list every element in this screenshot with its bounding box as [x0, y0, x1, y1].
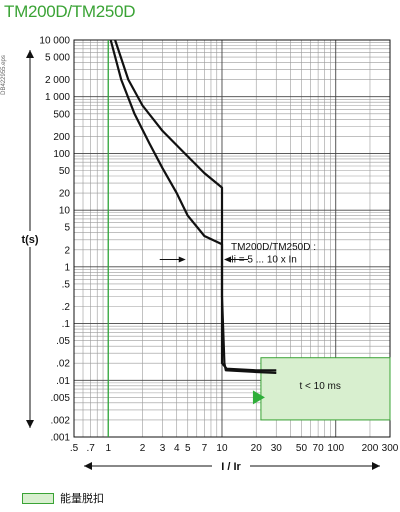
y-tick-label: 2: [64, 245, 70, 256]
series-line-2: [114, 39, 277, 374]
series-line-1: [109, 39, 277, 372]
x-tick-label: 300: [382, 443, 399, 454]
x-arrowhead-left: [84, 462, 92, 470]
band-arrowhead-left: [178, 256, 186, 263]
energy-trip-region: [260, 357, 391, 421]
x-tick-label: 3: [160, 443, 166, 454]
y-tick-labels: 10 000 5 000 2 000 1 000 500 200 100 50 20 10 5 2 1.…: [39, 36, 70, 444]
legend: 能量脱扣: [22, 490, 104, 506]
x-tick-label: .7: [86, 443, 95, 454]
x-tick-label: 200: [362, 443, 379, 454]
x-tick-label: 1: [105, 443, 111, 454]
grid-minor: [73, 40, 391, 437]
y-tick-label: 100: [53, 149, 70, 160]
y-tick-label: 20: [59, 189, 71, 200]
y-arrowhead-bottom: [26, 420, 34, 428]
x-tick-label: 20: [251, 443, 263, 454]
annotation-3: t < 10 ms: [299, 381, 340, 392]
x-arrowhead-right: [372, 462, 380, 470]
annotation-2: Ii = 5 ... 10 x In: [231, 254, 297, 265]
y-tick-label: .05: [56, 336, 70, 347]
y-tick-label: .01: [56, 376, 70, 387]
y-tick-label: 5: [64, 223, 70, 234]
x-axis-label: I / Ir: [221, 461, 241, 473]
y-tick-label: .005: [51, 393, 71, 404]
annotation-layer: TM200D/TM250D :Ii = 5 ... 10 x In t < 10 …: [159, 242, 341, 405]
y-tick-label: 10 000: [39, 36, 70, 47]
y-label-bg: [20, 231, 40, 247]
legend-label: 能量脱扣: [60, 493, 104, 505]
y-tick-label: 5 000: [45, 53, 70, 64]
y-tick-label: 10: [59, 206, 71, 217]
annotation-1: TM200D/TM250D :: [231, 242, 316, 253]
x-tick-label: 4: [174, 443, 180, 454]
y-tick-label: 200: [53, 132, 70, 143]
x-tick-label: 70: [313, 443, 325, 454]
y-axis-label: t(s): [21, 234, 38, 246]
x-tick-label: .5: [70, 443, 79, 454]
y-tick-label: 500: [53, 109, 70, 120]
x-tick-label: 10: [216, 443, 228, 454]
plot-frame: [73, 39, 391, 438]
play-marker: [252, 390, 265, 405]
y-tick-label: 1: [64, 262, 70, 273]
y-tick-label: 2 000: [45, 75, 70, 86]
y-tick-label: 1 000: [45, 92, 70, 103]
x-tick-label: 7: [202, 443, 208, 454]
y-tick-label: .002: [51, 415, 71, 426]
y-tick-label: .02: [56, 359, 70, 370]
x-tick-labels: .5 .7 1 2 3 4 5 7 10 20 30 50 70 100 200 300: [70, 443, 399, 454]
x-label-bg: [212, 458, 250, 474]
y-tick-label: .2: [62, 302, 71, 313]
x-tick-label: 100: [327, 443, 344, 454]
y-tick-label: .001: [51, 433, 71, 444]
x-tick-label: 2: [140, 443, 146, 454]
x-tick-label: 5: [185, 443, 191, 454]
chart-title: TM200D/TM250D: [4, 2, 136, 21]
x-tick-label: 30: [271, 443, 283, 454]
y-tick-label: 50: [59, 166, 71, 177]
y-tick-label: .1: [62, 319, 71, 330]
x-tick-label: 50: [296, 443, 308, 454]
series-layer: [109, 39, 277, 374]
legend-swatch: [22, 492, 54, 504]
y-tick-label: .5: [62, 279, 71, 290]
y-arrowhead-top: [26, 50, 34, 58]
band-arrowhead-right: [223, 256, 231, 263]
